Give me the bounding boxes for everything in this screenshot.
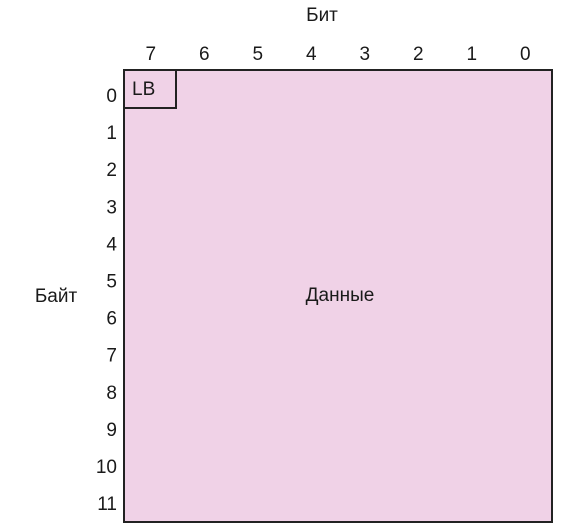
bit-label: 1 (466, 44, 477, 65)
byte-label: 6 (106, 309, 117, 330)
byte-label: 9 (106, 420, 117, 441)
byte-label: 5 (106, 272, 117, 293)
byte-label: 0 (106, 86, 117, 107)
bit-axis-label: Бит (306, 5, 338, 26)
byte-label: 1 (106, 123, 117, 144)
lb-label: LB (132, 79, 155, 100)
data-label: Данные (306, 285, 375, 306)
bit-label: 6 (199, 44, 210, 65)
byte-label: 7 (106, 346, 117, 367)
bit-label: 5 (252, 44, 263, 65)
byte-label: 10 (96, 457, 117, 478)
byte-label: 4 (106, 234, 117, 255)
bit-label: 7 (145, 44, 156, 65)
bit-label: 0 (520, 44, 531, 65)
byte-label: 3 (106, 197, 117, 218)
byte-label: 8 (106, 383, 117, 404)
byte-label: 2 (106, 160, 117, 181)
bit-label: 3 (359, 44, 370, 65)
lb-cell (123, 69, 177, 109)
bit-label: 2 (413, 44, 424, 65)
bit-label: 4 (306, 44, 317, 65)
byte-label: 11 (97, 494, 117, 515)
byte-axis-label: Байт (35, 286, 78, 307)
data-area (123, 69, 553, 523)
